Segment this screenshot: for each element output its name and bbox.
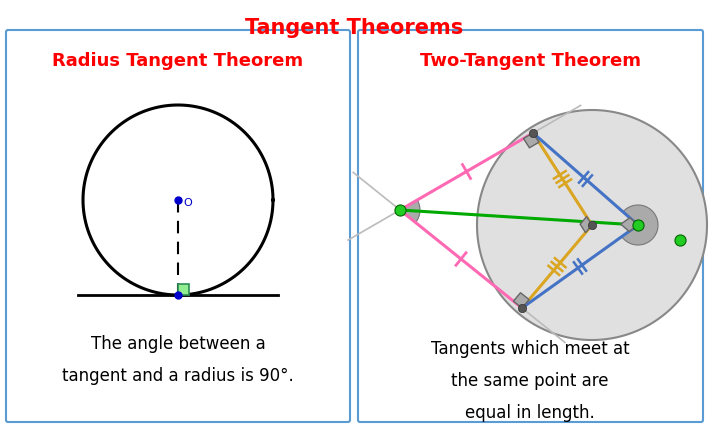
Text: Tangents which meet at
the same point are
equal in length.: Tangents which meet at the same point ar… bbox=[430, 340, 630, 422]
Polygon shape bbox=[621, 218, 638, 232]
Text: The angle between a
tangent and a radius is 90°.: The angle between a tangent and a radius… bbox=[62, 335, 294, 385]
Polygon shape bbox=[523, 133, 539, 148]
FancyBboxPatch shape bbox=[6, 30, 350, 422]
Text: O: O bbox=[183, 198, 191, 208]
Text: Radius Tangent Theorem: Radius Tangent Theorem bbox=[52, 52, 303, 70]
Text: Two-Tangent Theorem: Two-Tangent Theorem bbox=[420, 52, 640, 70]
Wedge shape bbox=[622, 205, 658, 245]
Text: Tangent Theorems: Tangent Theorems bbox=[245, 18, 463, 38]
Polygon shape bbox=[580, 216, 592, 233]
Polygon shape bbox=[477, 110, 707, 340]
Polygon shape bbox=[178, 284, 189, 295]
FancyBboxPatch shape bbox=[358, 30, 703, 422]
Wedge shape bbox=[400, 200, 420, 222]
Polygon shape bbox=[513, 293, 529, 308]
